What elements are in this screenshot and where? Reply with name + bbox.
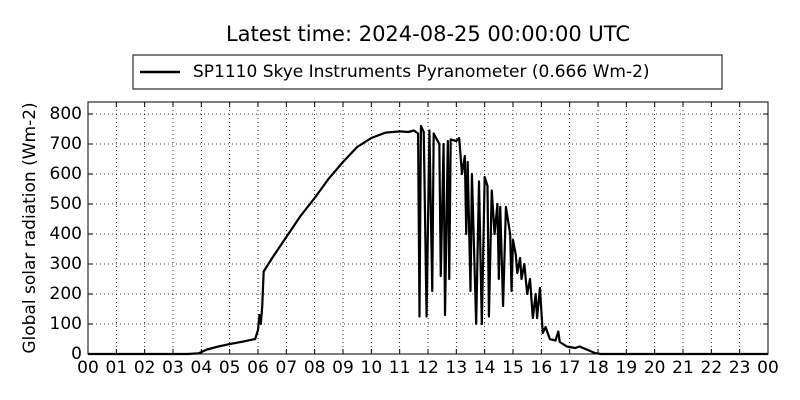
x-tick-label: 05 bbox=[219, 358, 241, 378]
x-tick-label: 07 bbox=[276, 358, 298, 378]
x-tick-label: 04 bbox=[191, 358, 213, 378]
x-tick-label: 09 bbox=[332, 358, 354, 378]
y-tick-label: 400 bbox=[50, 224, 82, 244]
x-tick-label: 14 bbox=[474, 358, 496, 378]
x-tick-label: 18 bbox=[587, 358, 609, 378]
x-tick-label: 08 bbox=[304, 358, 326, 378]
x-tick-label: 20 bbox=[644, 358, 666, 378]
chart-title: Latest time: 2024-08-25 00:00:00 UTC bbox=[226, 22, 630, 46]
y-tick-label: 600 bbox=[50, 164, 82, 184]
x-tick-label: 22 bbox=[701, 358, 723, 378]
x-tick-label: 17 bbox=[559, 358, 581, 378]
x-tick-label: 16 bbox=[531, 358, 553, 378]
y-tick-label: 0 bbox=[71, 344, 82, 364]
x-tick-label: 03 bbox=[162, 358, 184, 378]
y-tick-label: 300 bbox=[50, 254, 82, 274]
x-tick-label: 00 bbox=[77, 358, 99, 378]
y-tick-label: 200 bbox=[50, 284, 82, 304]
y-tick-label: 700 bbox=[50, 134, 82, 154]
y-tick-label: 800 bbox=[50, 104, 82, 124]
y-tick-label: 500 bbox=[50, 194, 82, 214]
x-tick-label: 21 bbox=[672, 358, 694, 378]
y-tick-label: 100 bbox=[50, 314, 82, 334]
x-tick-label: 19 bbox=[616, 358, 638, 378]
x-tick-label: 23 bbox=[729, 358, 751, 378]
x-tick-label: 15 bbox=[502, 358, 524, 378]
series-line bbox=[88, 124, 768, 356]
x-tick-label: 02 bbox=[134, 358, 156, 378]
x-tick-label: 13 bbox=[446, 358, 468, 378]
x-tick-label: 00 bbox=[757, 358, 779, 378]
x-tick-label: 11 bbox=[389, 358, 411, 378]
x-tick-label: 06 bbox=[247, 358, 269, 378]
plot-frame bbox=[87, 101, 769, 355]
legend bbox=[132, 54, 723, 90]
y-axis-label: Global solar radiation (Wm-2) bbox=[20, 102, 40, 353]
x-tick-label: 12 bbox=[417, 358, 439, 378]
x-tick-label: 10 bbox=[361, 358, 383, 378]
legend-label: SP1110 Skye Instruments Pyranometer (0.6… bbox=[193, 62, 650, 82]
x-tick-label: 01 bbox=[106, 358, 128, 378]
